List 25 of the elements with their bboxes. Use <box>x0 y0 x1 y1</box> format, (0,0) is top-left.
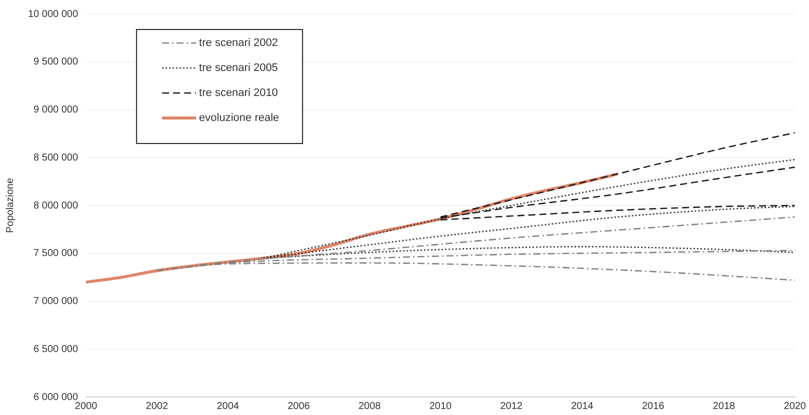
y-tick-label: 10 000 000 <box>28 8 78 20</box>
x-tick-label: 2002 <box>146 400 168 412</box>
x-tick-label: 2018 <box>712 400 736 412</box>
x-tick-label: 2016 <box>642 400 665 412</box>
y-tick-label: 9 000 000 <box>34 104 78 116</box>
legend-label: evoluzione reale <box>199 112 280 124</box>
x-tick-label: 2006 <box>288 400 310 412</box>
y-tick-label: 7 000 000 <box>34 296 78 307</box>
x-tick-label: 2014 <box>571 400 594 412</box>
x-tick-label: 2000 <box>74 400 98 412</box>
y-axis-title: Popolazione <box>4 178 16 234</box>
x-tick-label: 2020 <box>784 400 806 412</box>
y-tick-label: 7 500 000 <box>34 248 78 260</box>
x-tick-label: 2008 <box>358 400 382 412</box>
legend-label: tre scenari 2010 <box>199 87 278 100</box>
x-tick-label: 2010 <box>429 400 452 412</box>
y-tick-label: 6 500 000 <box>34 344 78 355</box>
legend-label: tre scenari 2002 <box>199 37 278 50</box>
x-tick-label: 2012 <box>500 400 523 412</box>
y-tick-label: 9 500 000 <box>34 56 78 68</box>
legend-label: tre scenari 2005 <box>199 62 278 74</box>
y-tick-label: 6 000 000 <box>34 392 78 403</box>
x-tick-label: 2004 <box>216 400 240 412</box>
y-tick-label: 8 000 000 <box>34 200 78 212</box>
y-tick-label: 8 500 000 <box>34 152 78 164</box>
